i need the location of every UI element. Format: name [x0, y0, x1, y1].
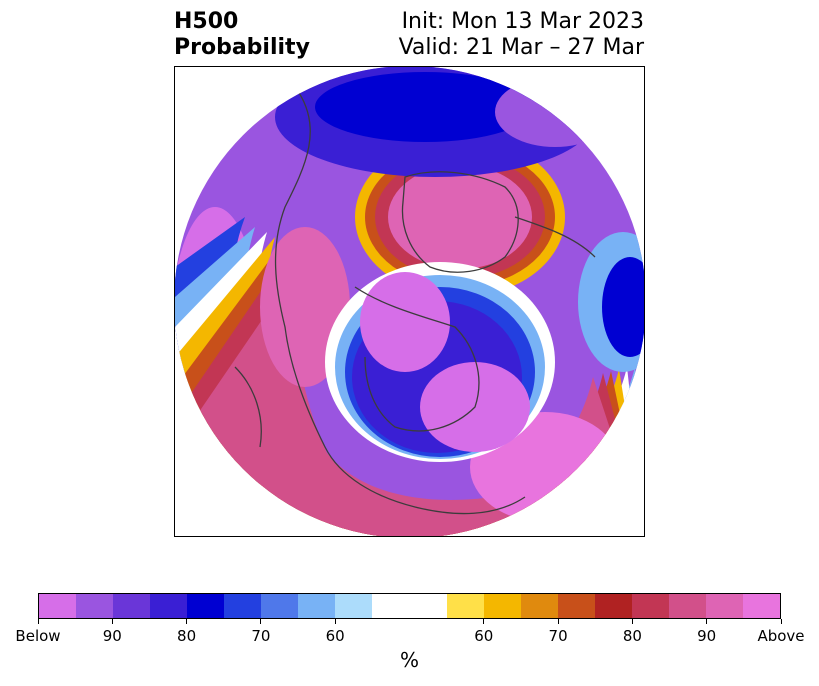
colorbar-tick-mark	[706, 619, 708, 624]
colorbar-tick-mark	[260, 619, 262, 624]
run-info: Init: Mon 13 Mar 2023 Valid: 21 Mar – 27…	[399, 9, 644, 61]
colorbar-segment	[298, 594, 336, 618]
colorbar-segment	[742, 594, 780, 618]
colorbar-tick-mark	[483, 619, 485, 624]
coastlines	[234, 86, 596, 515]
colorbar-tick-mark	[37, 619, 39, 624]
colorbar-tick-label: 80	[622, 627, 642, 645]
colorbar-tick-label: 60	[325, 627, 345, 645]
east-below-core	[602, 257, 644, 357]
colorbar-tick-label: 90	[697, 627, 717, 645]
valid-period: Valid: 21 Mar – 27 Mar	[398, 35, 644, 60]
colorbar-tick-label: 60	[474, 627, 494, 645]
colorbar-segment	[483, 594, 521, 618]
ne-below	[495, 77, 615, 147]
colorbar-tick-mark	[557, 619, 559, 624]
colorbar-segment	[261, 594, 299, 618]
colorbar-tick-label: Below	[15, 627, 61, 645]
colorbar-tick-mark	[631, 619, 633, 624]
colorbar-segment	[520, 594, 558, 618]
title-line-1: H500	[174, 9, 239, 34]
colorbar-tick-mark	[111, 619, 113, 624]
probability-colorbar	[38, 593, 781, 619]
north-below-core	[315, 72, 535, 142]
colorbar-segment	[446, 594, 484, 618]
colorbar-segment	[372, 594, 447, 618]
colorbar-segment	[76, 594, 114, 618]
colorbar-tick-label: 70	[251, 627, 271, 645]
colorbar-tick-label: Above	[757, 627, 805, 645]
colorbar-segment	[668, 594, 706, 618]
colorbar-segment	[705, 594, 743, 618]
colorbar-tick-mark	[186, 619, 188, 624]
colorbar-segment	[187, 594, 225, 618]
ne-pink	[388, 165, 532, 269]
colorbar-tick-mark	[334, 619, 336, 624]
colorbar-segment	[631, 594, 669, 618]
colorbar-tick-label: 70	[548, 627, 568, 645]
colorbar-tick-label: 90	[102, 627, 122, 645]
center-core-1	[360, 272, 450, 372]
colorbar-segment	[557, 594, 595, 618]
probability-map-svg	[175, 67, 644, 536]
colorbar-segment	[335, 594, 373, 618]
colorbar-segment	[150, 594, 188, 618]
map-title: H500 Probability	[174, 9, 310, 61]
colorbar-segment	[224, 594, 262, 618]
colorbar-unit-label: %	[399, 648, 419, 672]
colorbar-segment	[594, 594, 632, 618]
colorbar-segment	[113, 594, 151, 618]
colorbar-tick-mark	[780, 619, 782, 624]
init-time: Init: Mon 13 Mar 2023	[401, 9, 644, 34]
colorbar-tick-label: 80	[177, 627, 197, 645]
polar-map	[174, 66, 645, 537]
title-line-2: Probability	[174, 35, 310, 60]
colorbar-segment	[39, 594, 77, 618]
